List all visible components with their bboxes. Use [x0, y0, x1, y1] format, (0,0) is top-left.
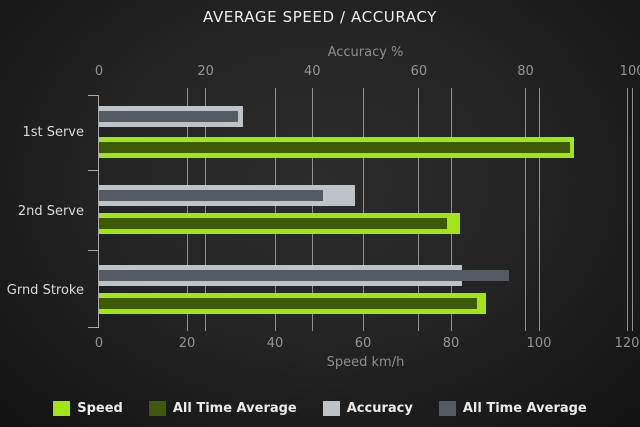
gridline-bottom-60 [362, 88, 364, 331]
gridline-top-80 [524, 88, 526, 331]
top-tick-label-0: 0 [94, 64, 104, 79]
legend-item-3: All Time Average [438, 400, 587, 416]
bar-accuracy-avg [99, 190, 323, 201]
legend: Speed All Time Average Accuracy All Time Av… [0, 397, 640, 419]
bottom-axis-title: Speed km/h [326, 355, 405, 370]
bottom-tick-label-60: 60 [354, 336, 372, 351]
bottom-tick-label-80: 80 [442, 336, 460, 351]
legend-item-1: All Time Average [148, 400, 297, 416]
gridline-bottom-100 [538, 88, 540, 331]
legend-swatch-2 [322, 400, 340, 416]
bar-accuracy-avg [99, 270, 510, 281]
y-axis-tick-2 [88, 250, 99, 251]
legend-label-2: Accuracy [346, 400, 413, 416]
legend-swatch-0 [53, 400, 71, 416]
y-axis-tick-1 [88, 170, 99, 171]
bottom-tick-label-0: 0 [94, 336, 104, 351]
gridline-top-60 [418, 88, 420, 331]
legend-item-2: Accuracy [322, 400, 413, 416]
gridline-bottom-120 [626, 88, 628, 331]
bottom-tick-label-40: 40 [266, 336, 284, 351]
legend-label-1: All Time Average [172, 400, 297, 416]
gridline-bottom-20 [186, 88, 188, 331]
top-tick-label-40: 40 [303, 64, 321, 79]
y-axis-tick-3 [88, 327, 99, 328]
legend-item-0: Speed [53, 400, 123, 416]
gridline-top-40 [311, 88, 313, 331]
gridline-bottom-80 [450, 88, 452, 331]
top-tick-label-80: 80 [517, 64, 534, 79]
category-label: 2nd Serve [17, 204, 84, 219]
bar-speed-avg [99, 218, 447, 229]
gridline-top-20 [205, 88, 207, 331]
gridline-top-100 [631, 88, 633, 331]
top-axis-title: Accuracy % [327, 45, 404, 60]
bar-speed-avg [99, 142, 570, 153]
bottom-tick-label-20: 20 [178, 336, 196, 351]
top-tick-label-100: 100 [619, 64, 640, 79]
category-label: Grnd Stroke [6, 283, 84, 298]
bar-speed-avg [99, 298, 478, 309]
chart-title: AVERAGE SPEED / ACCURACY [203, 8, 437, 26]
category-label: 1st Serve [22, 125, 84, 140]
legend-swatch-3 [438, 400, 456, 416]
gridline-bottom-40 [274, 88, 276, 331]
y-axis-tick-0 [88, 95, 99, 96]
top-tick-label-20: 20 [197, 64, 214, 79]
bar-accuracy-avg [99, 111, 238, 122]
bottom-tick-label-120: 120 [614, 336, 640, 351]
y-axis-line [98, 95, 99, 327]
legend-label-0: Speed [77, 400, 123, 416]
top-tick-label-60: 60 [410, 64, 428, 79]
legend-label-3: All Time Average [462, 400, 587, 416]
legend-swatch-1 [148, 400, 166, 416]
bottom-tick-label-100: 100 [526, 336, 552, 351]
